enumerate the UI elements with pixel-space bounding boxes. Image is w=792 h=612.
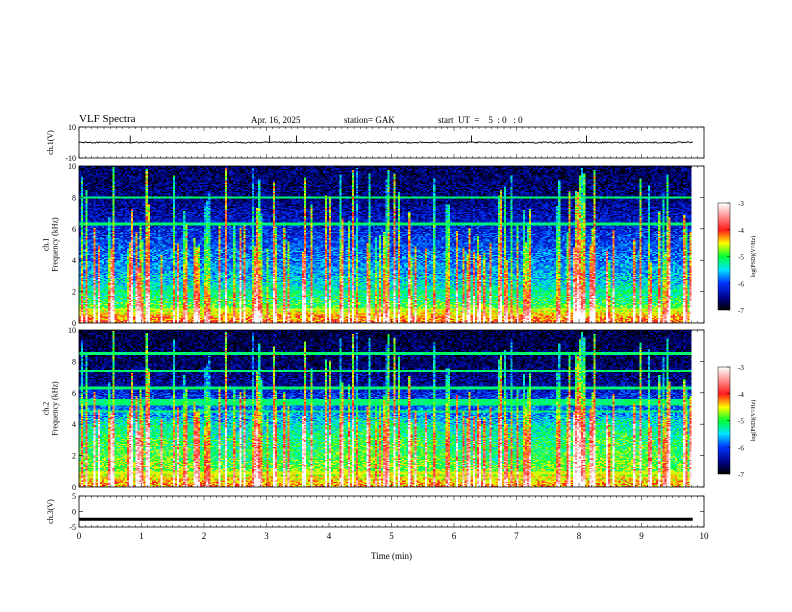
x-tick-label: 10 <box>700 531 710 541</box>
colorbar-tick-label: -7 <box>738 471 744 479</box>
figure-title: VLF Spectra <box>79 113 136 125</box>
ch1-ylabel: ch.1(V) <box>46 130 55 155</box>
ch1-spec-y-tick-label: 8 <box>72 193 76 202</box>
ch1-spec-y-tick-label: 4 <box>72 256 76 265</box>
ch1-spec-ylabel-line: ch.1 <box>42 238 51 252</box>
ch1-spec-ylabel-line: Frequency (kHz) <box>51 217 60 272</box>
colorbar-tick-label: -6 <box>738 280 744 288</box>
ch1-spec-ylabel: ch.1 Frequency (kHz) <box>42 217 60 272</box>
colorbar-label: log(PSD)(V²/Hz) <box>750 236 757 277</box>
station-label: station= GAK <box>344 115 395 125</box>
ch1-spec-y-tick-label: 6 <box>72 225 76 234</box>
ch1-y-tick-label: -10 <box>65 154 76 163</box>
ch2-spec-ylabel-line: ch.2 <box>42 402 51 416</box>
x-tick-label: 3 <box>264 531 269 541</box>
x-axis-label: Time (min) <box>371 551 412 561</box>
ch2-spec-y-tick-label: 10 <box>68 326 76 335</box>
ch2-spec-y-tick-label: 0 <box>72 483 76 492</box>
ch1-ylabel-line: ch.1(V) <box>46 130 55 155</box>
ch3-ylabel: ch.3(V) <box>46 499 55 524</box>
colorbar-tick-label: -3 <box>738 200 744 208</box>
ch2-spec-y-tick-label: 4 <box>72 420 76 429</box>
ch1-spec-y-tick-label: 2 <box>72 288 76 297</box>
ch3-y-tick-label: -5 <box>69 523 76 532</box>
ch1-spec-y-tick-label: 0 <box>72 319 76 328</box>
colorbar-tick-label: -5 <box>738 254 744 262</box>
x-tick-label: 5 <box>389 531 394 541</box>
x-tick-label: 4 <box>327 531 332 541</box>
colorbar-tick-label: -6 <box>738 444 744 452</box>
ch2-spectrogram-image <box>79 330 704 487</box>
x-tick-label: 8 <box>577 531 582 541</box>
ch2-spec-ylabel: ch.2 Frequency (kHz) <box>42 381 60 436</box>
x-tick-label: 0 <box>77 531 82 541</box>
ch2-spec-y-tick-label: 2 <box>72 452 76 461</box>
date-label: Apr. 16, 2025 <box>251 115 301 125</box>
ch3-y-tick-label: 0 <box>72 508 76 517</box>
ch1-waveform-trace <box>78 141 693 144</box>
colorbar-tick-label: -5 <box>738 418 744 426</box>
ch2-spec-y-tick-label: 8 <box>72 357 76 366</box>
x-tick-label: 6 <box>452 531 457 541</box>
colorbar-tick-label: -4 <box>738 391 744 399</box>
colorbar-tick-label: -7 <box>738 307 744 315</box>
colorbar-label: log(PSD)(V²/Hz) <box>750 400 757 441</box>
colorbar-tick-label: -3 <box>738 364 744 372</box>
ch3-waveform-trace <box>79 517 693 521</box>
start-time-label: start UT = 5 : 0 : 0 <box>438 115 523 125</box>
x-tick-label: 1 <box>139 531 144 541</box>
ch2-spec-ylabel-line: Frequency (kHz) <box>51 381 60 436</box>
ch1-spectrogram-image <box>79 166 704 323</box>
x-tick-label: 9 <box>639 531 644 541</box>
x-tick-label: 7 <box>514 531 519 541</box>
ch3-frame <box>78 495 705 528</box>
ch1-y-tick-label: 10 <box>68 123 76 132</box>
colorbar-tick-label: -4 <box>738 227 744 235</box>
ch2-spec-y-tick-label: 6 <box>72 389 76 398</box>
ch3-y-tick-label: 5 <box>72 492 76 501</box>
ch3-ylabel-line: ch.3(V) <box>46 499 55 524</box>
x-tick-label: 2 <box>202 531 207 541</box>
ch1-spec-y-tick-label: 10 <box>68 162 76 171</box>
